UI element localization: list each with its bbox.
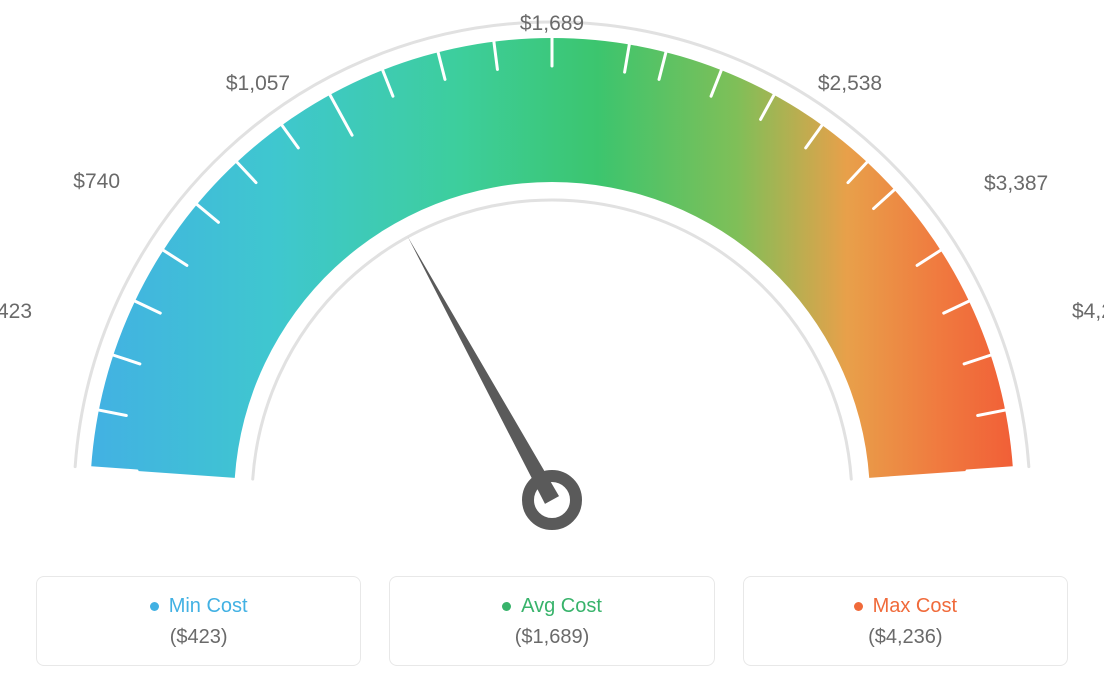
avg-cost-card: Avg Cost ($1,689) — [389, 576, 714, 666]
gauge-tick-label: $3,387 — [984, 172, 1048, 196]
gauge-tick-label: $4,236 — [1072, 300, 1104, 324]
gauge-tick-label: $1,057 — [226, 72, 290, 96]
dot-icon — [150, 602, 159, 611]
card-head: Avg Cost — [410, 595, 693, 618]
dot-icon — [502, 602, 511, 611]
max-cost-value: ($4,236) — [764, 626, 1047, 649]
avg-cost-title: Avg Cost — [521, 595, 602, 618]
avg-cost-value: ($1,689) — [410, 626, 693, 649]
card-head: Min Cost — [57, 595, 340, 618]
gauge-tick-label: $423 — [0, 300, 32, 324]
max-cost-card: Max Cost ($4,236) — [743, 576, 1068, 666]
gauge-svg — [0, 0, 1104, 550]
gauge-tick-label: $1,689 — [520, 12, 584, 36]
min-cost-title: Min Cost — [169, 595, 248, 618]
cost-gauge: $423 $740 $1,057 $1,689 $2,538 $3,387 $4,236 — [0, 0, 1104, 550]
gauge-tick-label: $2,538 — [818, 72, 882, 96]
min-cost-value: ($423) — [57, 626, 340, 649]
summary-cards: Min Cost ($423) Avg Cost ($1,689) Max Co… — [36, 576, 1068, 666]
dot-icon — [854, 602, 863, 611]
card-head: Max Cost — [764, 595, 1047, 618]
min-cost-card: Min Cost ($423) — [36, 576, 361, 666]
gauge-tick-label: $740 — [73, 170, 120, 194]
max-cost-title: Max Cost — [873, 595, 957, 618]
